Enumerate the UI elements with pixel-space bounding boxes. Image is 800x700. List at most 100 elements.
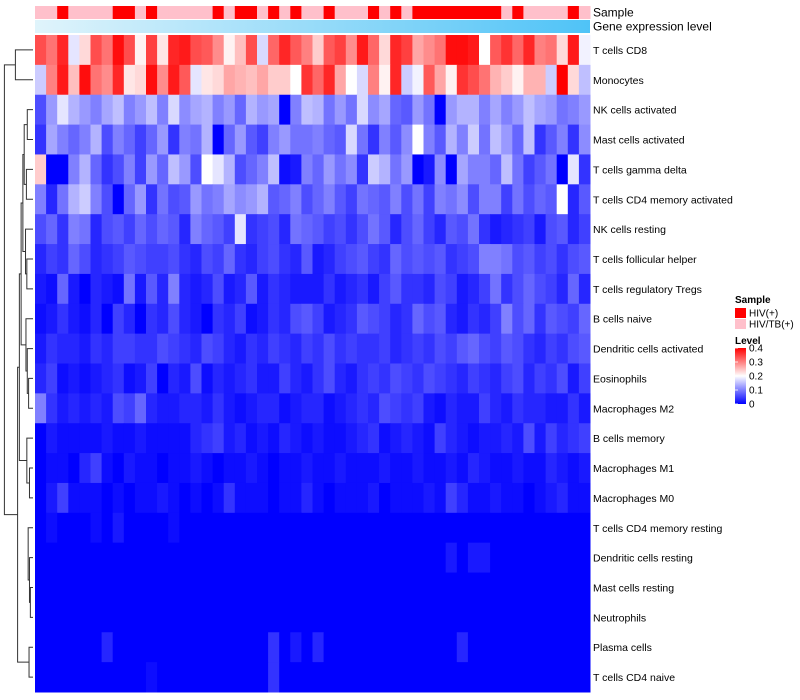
heatmap-cell [57,393,69,424]
heatmap-cell [423,244,436,275]
heatmap-cell [134,244,147,275]
heatmap-cell [401,423,413,454]
sample-annotation-cell [68,6,80,19]
heatmap-cell [578,214,591,245]
heatmap-cell [245,273,258,305]
heatmap-cell [334,244,347,275]
heatmap-cell [545,482,558,514]
heatmap-cell [190,602,202,633]
heatmap-cell [534,602,547,633]
heatmap-cell [556,542,569,574]
heatmap-cell [323,214,336,245]
heatmap-cell [490,273,502,305]
heatmap-cell [323,363,336,394]
heatmap-cell [68,423,80,454]
heatmap-cell [445,393,458,424]
heatmap-cell [434,393,447,424]
heatmap-cell [123,453,136,484]
heatmap-cell [290,662,302,693]
heatmap-cell [268,602,280,633]
heatmap-cell [379,393,391,424]
sample-annotation-cell [379,6,391,19]
heatmap-cell [68,94,80,126]
heatmap-cell [390,393,402,424]
sample-annotation-cell [578,6,591,19]
heatmap-cell [434,154,447,185]
heatmap-cell [268,542,280,574]
sample-annotation-cell [412,6,424,19]
heatmap-cell [279,393,291,424]
heatmap-cell [490,184,502,215]
heatmap-cell [467,124,480,155]
heatmap-cell [523,453,535,484]
heatmap-cell [57,662,69,693]
sample-annotation-cell [490,6,502,19]
heatmap-cell [368,303,380,335]
heatmap-cell [157,154,169,185]
heatmap-cell [501,184,513,215]
heatmap-cell [257,273,269,305]
heatmap-cell [123,333,136,364]
heatmap-cell [212,64,225,96]
heatmap-cell [112,94,125,126]
heatmap-cell [356,35,369,66]
heatmap-cell [101,273,114,305]
heatmap-cell [490,94,502,126]
heatmap-cell [401,35,413,66]
heatmap-cell [301,64,313,96]
heatmap-cell [512,423,524,454]
heatmap-cell [257,303,269,335]
sample-annotation-cell [79,6,91,19]
heatmap-cell [434,632,447,663]
heatmap-cell [578,662,591,693]
legend-label-hiv-tb: HIV/TB(+) [749,320,794,331]
heatmap-cell [356,94,369,126]
heatmap-cell [112,154,125,185]
sample-annotation-cell [390,6,402,19]
heatmap-cell [134,572,147,603]
heatmap-cell [401,303,413,335]
heatmap-cell [190,393,202,424]
heatmap-cell [467,453,480,484]
heatmap-cell [101,35,114,66]
heatmap-cell [301,214,313,245]
heatmap-cell [467,214,480,245]
heatmap-cell [368,393,380,424]
heatmap-cell [35,453,47,484]
heatmap-cell [578,393,591,424]
heatmap-cell [190,273,202,305]
heatmap-cell [445,363,458,394]
heatmap-cell [168,453,180,484]
heatmap-cell [356,393,369,424]
heatmap-cell [46,35,58,66]
heatmap-cell [290,423,302,454]
heatmap-cell [401,482,413,514]
heatmap-cell [456,542,469,574]
heatmap-cell [401,333,413,364]
heatmap-cell [234,453,247,484]
heatmap-cell [334,482,347,514]
heatmap-cell [168,35,180,66]
level-legend-title: Level [735,336,761,347]
heatmap-cell [46,184,58,215]
level-tick-label: 0.1 [749,386,763,397]
heatmap-cell [279,94,291,126]
heatmap-cell [479,453,491,484]
heatmap-cell [534,244,547,275]
heatmap-cell [490,423,502,454]
heatmap-cell [134,453,147,484]
heatmap-cell [79,64,91,96]
sample-legend: Sample HIV(+) HIV/TB(+) [735,295,794,331]
heatmap-cell [479,124,491,155]
heatmap-cell [234,542,247,574]
heatmap-cell [101,542,114,574]
heatmap-cell [578,572,591,603]
heatmap-cell [523,64,535,96]
heatmap-cell [334,632,347,663]
heatmap-cell [257,154,269,185]
heatmap-cell [168,602,180,633]
heatmap-cell [245,94,258,126]
heatmap-cell [179,662,191,693]
heatmap-cell [223,572,236,603]
heatmap-cell [79,423,91,454]
